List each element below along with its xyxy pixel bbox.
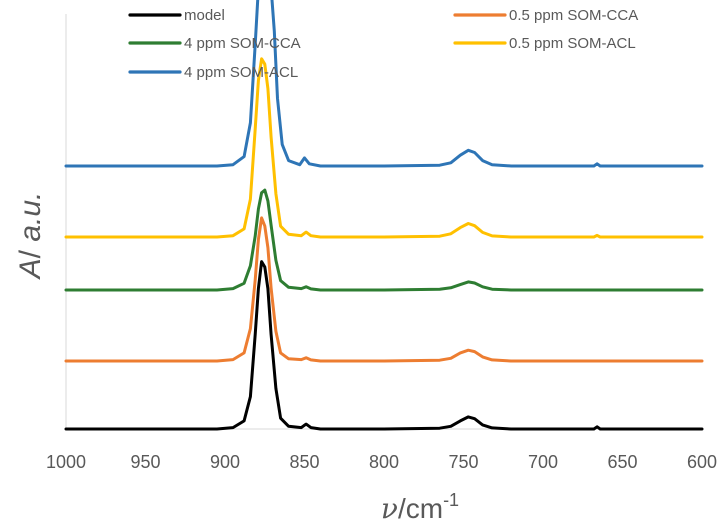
legend-item: model — [128, 7, 225, 24]
x-axis-ticks: 1000 950 900 850 800 750 700 650 600 — [46, 452, 717, 472]
series-line-3 — [64, 188, 704, 292]
series-line-2 — [64, 216, 704, 363]
legend-label: model — [184, 7, 225, 24]
x-tick-label: 850 — [289, 452, 319, 472]
legend-item: 0.5 ppm SOM-CCA — [453, 7, 638, 24]
legend-label: 4 ppm SOM-ACL — [184, 64, 298, 81]
series-layer — [64, 0, 704, 431]
series-line-5 — [64, 0, 704, 168]
legend-label: 4 ppm SOM-CCA — [184, 35, 301, 52]
x-tick-label: 950 — [130, 452, 160, 472]
x-tick-label: 700 — [528, 452, 558, 472]
series-line-1 — [64, 260, 704, 431]
x-tick-label: 650 — [607, 452, 637, 472]
legend-item: 4 ppm SOM-ACL — [128, 64, 298, 81]
x-tick-label: 600 — [687, 452, 717, 472]
x-tick-label: 750 — [448, 452, 478, 472]
legend-item: 0.5 ppm SOM-ACL — [453, 35, 636, 52]
x-tick-label: 800 — [369, 452, 399, 472]
y-axis-title: A/ a.u. — [14, 192, 47, 281]
x-axis-title: ν/cm-1 — [381, 490, 459, 525]
series-line-4 — [64, 57, 704, 239]
axis-titles: ν/cm-1 A/ a.u. — [14, 192, 459, 525]
plot-area — [65, 14, 702, 430]
legend: model 0.5 ppm SOM-CCA 4 ppm SOM-CCA 0.5 ppm… — [128, 7, 638, 81]
legend-label: 0.5 ppm SOM-CCA — [509, 7, 638, 24]
x-tick-label: 1000 — [46, 452, 86, 472]
legend-label: 0.5 ppm SOM-ACL — [509, 35, 636, 52]
legend-item: 4 ppm SOM-CCA — [128, 35, 301, 52]
x-tick-label: 900 — [210, 452, 240, 472]
